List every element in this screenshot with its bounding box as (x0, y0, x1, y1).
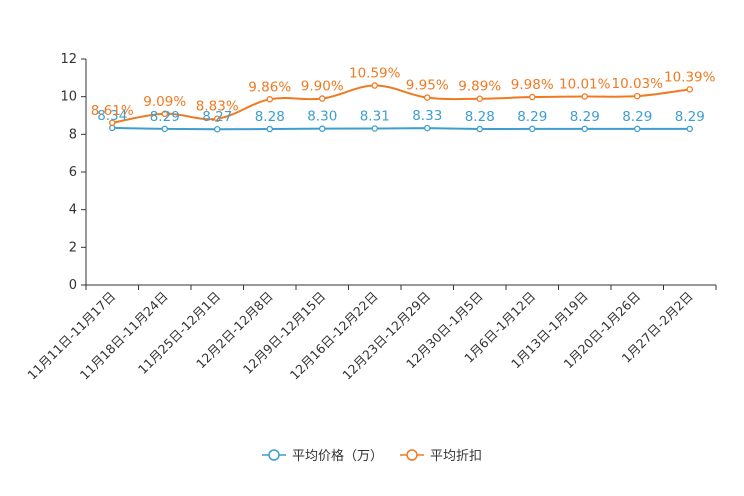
series-layer (109, 82, 694, 133)
x-tick-label: 11月18日-11月24日 (77, 289, 171, 383)
y-tick-label: 8 (69, 127, 77, 142)
legend-marker (268, 449, 280, 461)
data-label: 8.83% (196, 99, 239, 115)
y-tick-label: 0 (69, 278, 77, 293)
data-point[interactable] (318, 95, 326, 102)
data-label: 8.29 (675, 109, 705, 125)
y-tick-label: 10 (60, 90, 77, 105)
legend-item-price[interactable]: 平均价格（万） (262, 448, 383, 464)
data-point[interactable] (109, 124, 116, 132)
data-point[interactable] (581, 125, 589, 133)
series-line-discount (112, 84, 690, 124)
data-label: 8.61% (91, 103, 134, 119)
legend-marker (406, 449, 418, 461)
data-label: 10.59% (349, 66, 401, 82)
data-label: 9.09% (143, 94, 186, 110)
data-point[interactable] (529, 125, 536, 133)
data-label: 8.33 (412, 108, 442, 124)
data-point[interactable] (686, 86, 694, 93)
data-label: 10.03% (612, 76, 664, 92)
data-label: 8.28 (255, 109, 285, 125)
data-label: 8.30 (307, 109, 337, 125)
data-labels: 8.34 8.29 8.27 8.28 8.30 8.31 8.33 8.28 8.29 8.29… (91, 66, 716, 126)
y-tick-label: 4 (69, 203, 77, 218)
data-label: 9.89% (458, 79, 501, 95)
x-tick-label: 12月16日-12月22日 (287, 289, 381, 383)
data-label: 10.39% (664, 69, 716, 85)
legend-label: 平均价格（万） (292, 448, 383, 464)
data-point[interactable] (371, 82, 378, 89)
data-label: 8.29 (622, 109, 652, 125)
data-label: 9.95% (406, 78, 449, 94)
data-point[interactable] (266, 125, 273, 133)
data-point[interactable] (634, 125, 641, 133)
data-label: 8.27 (202, 109, 232, 125)
data-point[interactable] (318, 125, 326, 132)
data-point[interactable] (266, 96, 273, 103)
data-label: 8.29 (150, 109, 180, 125)
data-point[interactable] (423, 94, 431, 101)
data-label: 9.90% (301, 79, 344, 95)
y-tick-label: 12 (60, 52, 77, 67)
data-label: 10.01% (559, 76, 611, 92)
data-point[interactable] (581, 93, 589, 100)
axes: 02468101211月11日-11月17日11月18日-11月24日11月25… (24, 52, 717, 383)
data-point[interactable] (109, 119, 116, 127)
data-point[interactable] (529, 93, 536, 101)
data-point[interactable] (161, 125, 168, 133)
data-label: 9.98% (511, 77, 554, 93)
legend-label: 平均折扣 (430, 449, 482, 464)
data-point[interactable] (476, 95, 483, 102)
x-tick-label: 11月11日-11月17日 (24, 289, 118, 383)
data-point[interactable] (686, 125, 694, 133)
y-tick-label: 2 (69, 240, 77, 255)
data-label: 8.29 (517, 109, 547, 125)
x-tick-label: 12月23日-12月29日 (339, 289, 433, 383)
data-label: 8.34 (97, 108, 127, 124)
data-label: 8.29 (570, 109, 600, 125)
data-point[interactable] (161, 110, 168, 118)
data-point[interactable] (423, 124, 431, 132)
data-point[interactable] (371, 125, 378, 132)
data-label: 8.31 (360, 108, 390, 124)
series-line-price (112, 126, 690, 131)
data-point[interactable] (213, 115, 221, 122)
legend-item-discount[interactable]: 平均折扣 (400, 449, 482, 464)
y-tick-label: 6 (69, 165, 77, 180)
data-point[interactable] (476, 125, 483, 133)
data-label: 8.28 (465, 109, 495, 125)
data-point[interactable] (213, 125, 221, 133)
data-label: 9.86% (248, 79, 291, 95)
legend[interactable]: 平均价格（万） 平均折扣 (262, 448, 482, 464)
data-point[interactable] (634, 92, 641, 100)
